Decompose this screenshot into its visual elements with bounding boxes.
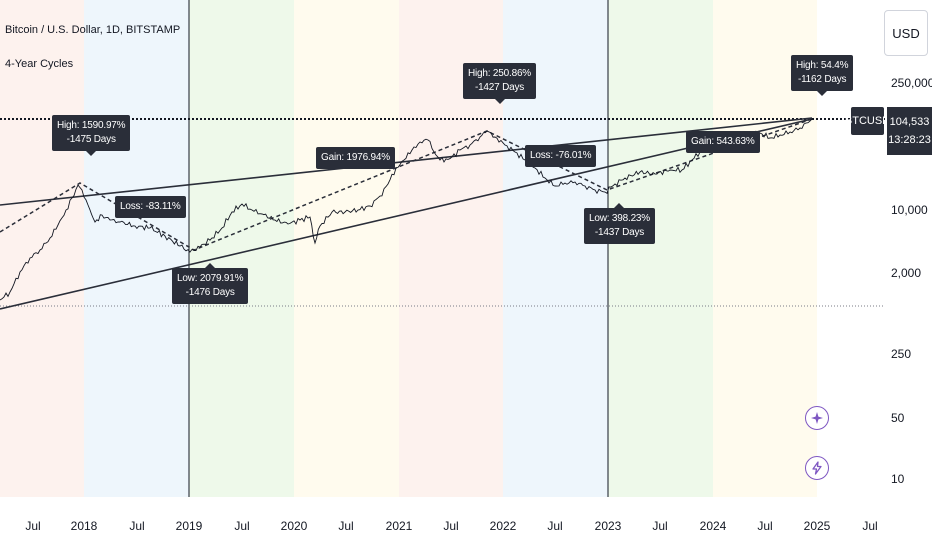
label-gain-2023-line1: Gain: 543.63%: [691, 136, 755, 147]
price-tick-250: 250: [891, 347, 912, 361]
time-tick: 2018: [70, 519, 98, 533]
label-low-2018-line1: Low: 2079.91%: [177, 273, 244, 284]
time-tick: 2022: [489, 519, 517, 533]
cycle-connector-line: [0, 118, 813, 251]
label-high-2021-line2: -1427 Days: [474, 82, 525, 93]
label-high-2024: High: 54.4% -1162 Days: [791, 55, 854, 96]
label-low-2022-line1: Low: 398.23%: [589, 213, 650, 224]
label-gain-2020-line1: Gain: 1976.94%: [321, 152, 390, 163]
price-tick-2000: 2,000: [891, 266, 922, 280]
chart-area[interactable]: Bitcoin / U.S. Dollar, 1D, BITSTAMP 4-Ye…: [0, 0, 885, 497]
label-low-2022: Low: 398.23% -1437 Days: [584, 203, 655, 244]
symbol-title[interactable]: Bitcoin / U.S. Dollar, 1D, BITSTAMP: [5, 24, 181, 36]
cycle-band: [189, 0, 294, 497]
time-tick: 2023: [594, 519, 622, 533]
time-tick: 2025: [803, 519, 831, 533]
lightning-glyph: [812, 461, 822, 475]
cycle-band: [608, 0, 713, 497]
symbol-price-tag: BTCUSD: [845, 107, 890, 135]
label-low-2018: Low: 2079.91% -1476 Days: [172, 263, 249, 304]
last-price-tag: 104,533 13:28:23: [887, 107, 932, 155]
label-loss-2018-line1: Loss: -83.11%: [120, 201, 181, 212]
label-gain-2023: Gain: 543.63%: [686, 131, 760, 153]
time-tick: Jul: [234, 519, 250, 533]
indicator-title[interactable]: 4-Year Cycles: [5, 58, 74, 70]
target-icon[interactable]: [805, 406, 829, 430]
time-tick: Jul: [25, 519, 41, 533]
price-tick-50: 50: [891, 411, 905, 425]
time-tick: 2020: [280, 519, 308, 533]
label-high-2017-line2: -1475 Days: [66, 134, 116, 145]
time-tick: Jul: [547, 519, 563, 533]
price-line: [0, 118, 813, 301]
label-gain-2020: Gain: 1976.94%: [316, 147, 395, 169]
bar-countdown: 13:28:23: [888, 134, 931, 146]
price-axis[interactable]: [885, 0, 932, 550]
price-tick-10000: 10,000: [891, 203, 928, 217]
upper-channel-line: [0, 117, 813, 206]
label-loss-2022: Loss: -76.01%: [525, 145, 597, 167]
target-glyph: [811, 412, 823, 424]
label-high-2021-line1: High: 250.86%: [468, 68, 532, 79]
label-high-2021: High: 250.86% -1427 Days: [463, 63, 537, 104]
time-tick: Jul: [443, 519, 459, 533]
price-tick-10: 10: [891, 472, 905, 486]
label-high-2017-line1: High: 1590.97%: [57, 120, 126, 131]
time-tick: Jul: [862, 519, 878, 533]
time-tick: Jul: [129, 519, 145, 533]
price-tick-250000: 250,000: [891, 76, 932, 90]
time-tick: 2024: [699, 519, 727, 533]
label-high-2017: High: 1590.97% -1475 Days: [52, 115, 131, 156]
currency-button[interactable]: USD: [884, 10, 928, 56]
time-tick: Jul: [652, 519, 668, 533]
lower-channel-line: [0, 118, 813, 310]
time-tick: Jul: [757, 519, 773, 533]
label-high-2024-line1: High: 54.4%: [796, 60, 849, 71]
time-tick: 2021: [385, 519, 413, 533]
price-chart[interactable]: [0, 0, 885, 497]
time-tick: 2019: [175, 519, 203, 533]
cycle-band: [294, 0, 399, 497]
label-low-2018-line2: -1476 Days: [185, 287, 235, 298]
cycle-band: [84, 0, 189, 497]
label-loss-2018: Loss: -83.11%: [115, 196, 186, 218]
time-tick: Jul: [338, 519, 354, 533]
label-high-2024-line2: -1162 Days: [797, 74, 847, 85]
last-price: 104,533: [889, 116, 930, 128]
label-low-2022-line2: -1437 Days: [594, 227, 645, 238]
label-loss-2022-line1: Loss: -76.01%: [530, 150, 592, 161]
lightning-icon[interactable]: [805, 456, 829, 480]
